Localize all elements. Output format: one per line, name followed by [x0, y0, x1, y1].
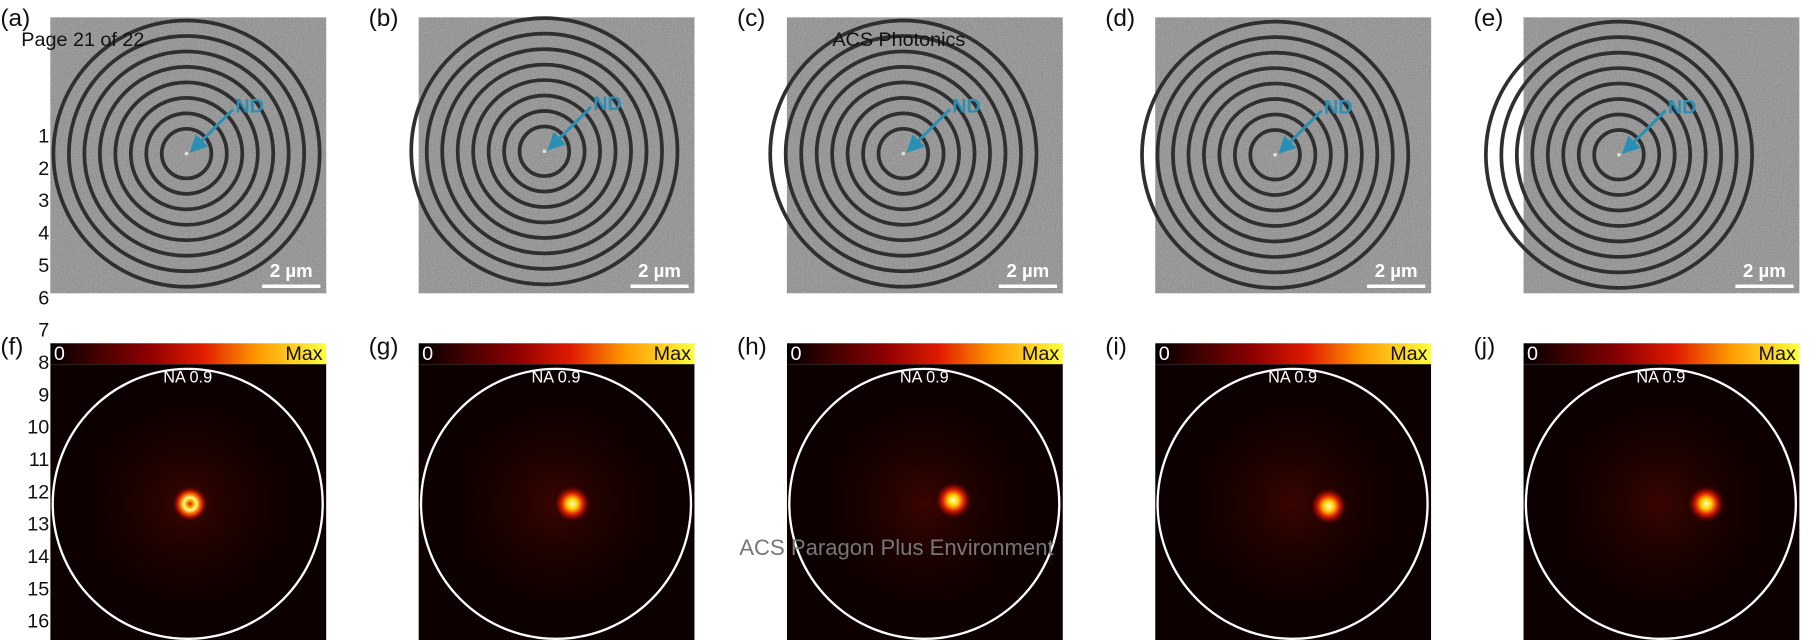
emission-spot	[171, 485, 208, 522]
line-number: 10	[27, 417, 49, 439]
nanodiamond	[543, 149, 547, 153]
colorbar-min: 0	[1159, 343, 1170, 365]
line-number: 3	[38, 190, 49, 212]
colorbar-max: Max	[654, 343, 691, 365]
nd-label: ND	[1668, 96, 1697, 118]
scale-bar-label: 2 µm	[1743, 260, 1786, 281]
sem-noise	[1155, 17, 1431, 293]
line-number: 13	[27, 514, 49, 536]
colorbar-max: Max	[1390, 343, 1427, 365]
bfp-halo	[1165, 376, 1421, 632]
nanodiamond	[185, 152, 189, 156]
line-number: 2	[38, 158, 49, 180]
emission-spot	[1685, 483, 1727, 525]
nanodiamond	[901, 152, 905, 156]
nanodiamond	[1273, 153, 1277, 157]
panel-label: (h)	[737, 333, 767, 360]
colorbar-min: 0	[790, 343, 801, 365]
nd-label: ND	[952, 95, 981, 117]
emission-spot	[932, 479, 974, 521]
colorbar-max: Max	[1759, 343, 1796, 365]
line-number: 16	[27, 611, 49, 633]
nd-label: ND	[593, 93, 622, 115]
line-number: 11	[29, 449, 50, 471]
line-number: 14	[27, 546, 49, 568]
scale-bar-label: 2 µm	[1375, 260, 1418, 281]
footer: ACS Paragon Plus Environment	[739, 535, 1053, 560]
panel-label: (d)	[1105, 5, 1135, 32]
colorbar-max: Max	[1022, 343, 1059, 365]
emission-spot	[1308, 485, 1350, 527]
na-label: NA 0.9	[1268, 368, 1317, 386]
nanodiamond	[1617, 153, 1621, 157]
line-number: 15	[27, 578, 49, 600]
scale-bar-label: 2 µm	[270, 260, 313, 281]
scale-bar-label: 2 µm	[1006, 260, 1049, 281]
panel-label: (g)	[369, 333, 399, 360]
panel-label: (j)	[1474, 333, 1496, 360]
nd-label: ND	[1324, 96, 1353, 118]
line-number: 7	[38, 320, 49, 342]
panel-label: (i)	[1105, 333, 1127, 360]
line-number: 8	[38, 352, 49, 374]
scale-bar-label: 2 µm	[638, 260, 681, 281]
panel-label: (f)	[0, 333, 23, 360]
line-number: 9	[38, 384, 49, 406]
line-number: 6	[38, 287, 49, 309]
line-number: 4	[38, 223, 49, 245]
na-label: NA 0.9	[532, 368, 581, 386]
colorbar-min: 0	[1527, 343, 1538, 365]
line-number: 12	[27, 481, 49, 503]
bfp-halo	[796, 376, 1052, 632]
colorbar-min: 0	[422, 343, 433, 365]
nd-label: ND	[235, 95, 264, 117]
bfp-halo	[1533, 376, 1789, 632]
panel-label: (b)	[369, 5, 399, 32]
journal-name: ACS Photonics	[832, 29, 965, 51]
figure-page: (a)ND2 µm(b)ND2 µm(c)ND2 µm(d)ND2 µm(e)N…	[0, 0, 1816, 640]
na-label: NA 0.9	[1636, 368, 1685, 386]
line-number: 1	[38, 126, 49, 148]
page-number: Page 21 of 22	[21, 29, 144, 51]
colorbar-min: 0	[54, 343, 65, 365]
emission-spot	[551, 483, 593, 525]
na-label: NA 0.9	[900, 368, 949, 386]
panel-label: (c)	[737, 5, 765, 32]
colorbar-max: Max	[285, 343, 322, 365]
na-label: NA 0.9	[163, 368, 212, 386]
panel-label: (e)	[1474, 5, 1504, 32]
line-number: 5	[38, 255, 49, 277]
